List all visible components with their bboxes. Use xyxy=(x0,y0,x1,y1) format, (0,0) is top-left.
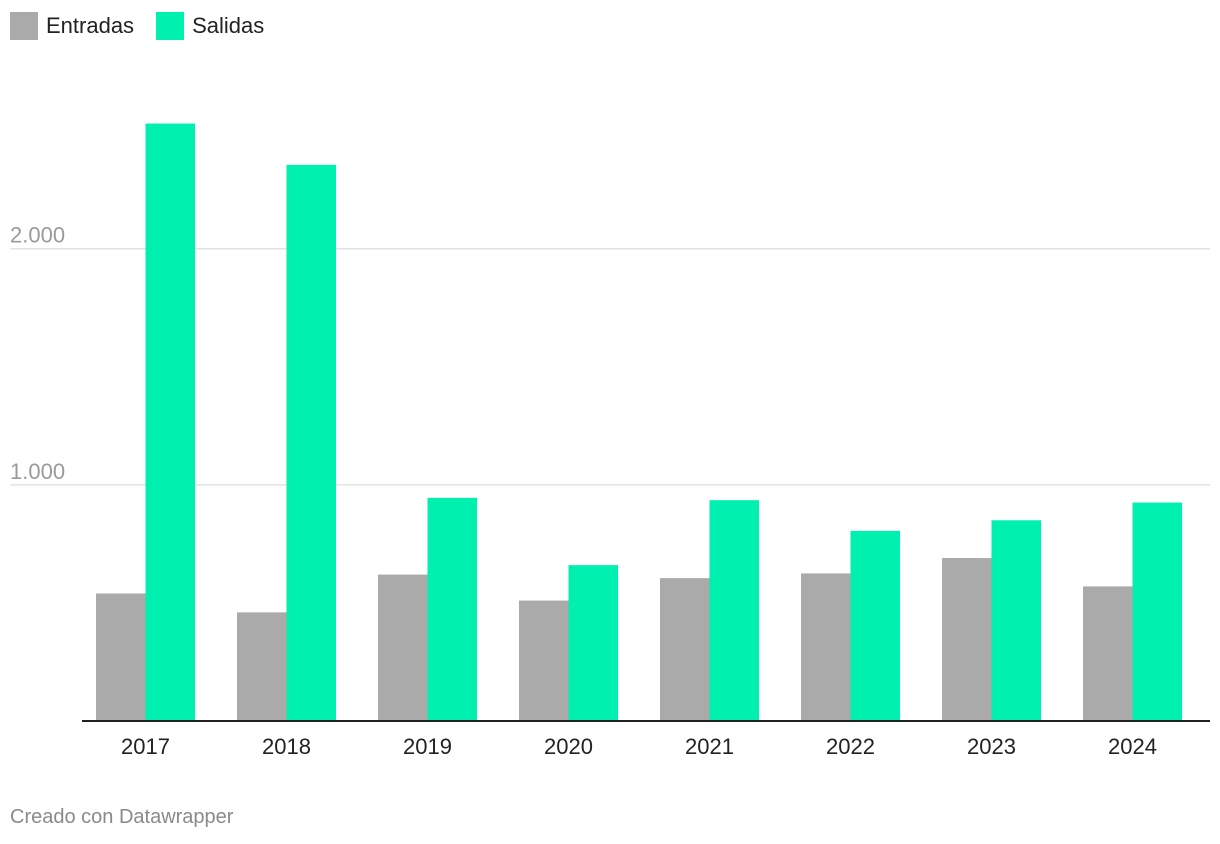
x-tick-label: 2020 xyxy=(544,734,593,759)
footer-credit: Creado con Datawrapper xyxy=(10,806,234,828)
bar-salidas-2022 xyxy=(850,530,900,721)
legend-label-entradas: Entradas xyxy=(46,13,135,38)
bar-salidas-2019 xyxy=(427,497,477,721)
x-tick-label: 2024 xyxy=(1108,734,1157,759)
bar-entradas-2022 xyxy=(801,573,851,721)
bar-salidas-2021 xyxy=(709,500,759,721)
x-tick-label: 2023 xyxy=(967,734,1016,759)
legend-swatch-salidas xyxy=(156,12,185,40)
bar-entradas-2023 xyxy=(942,558,992,721)
x-tick-label: 2022 xyxy=(826,734,875,759)
bar-salidas-2024 xyxy=(1132,502,1182,721)
x-tick-label: 2019 xyxy=(403,734,452,759)
legend-item-salidas: Salidas xyxy=(156,12,264,40)
bar-entradas-2019 xyxy=(378,574,428,721)
bar-salidas-2020 xyxy=(568,565,618,721)
x-tick-label: 2017 xyxy=(121,734,170,759)
bar-salidas-2017 xyxy=(145,123,195,721)
y-tick-label: 1.000 xyxy=(10,459,65,484)
bar-entradas-2018 xyxy=(237,612,287,721)
bar-salidas-2018 xyxy=(286,164,336,721)
y-tick-label: 2.000 xyxy=(10,223,65,248)
bar-entradas-2021 xyxy=(660,578,710,721)
bar-entradas-2017 xyxy=(96,593,146,721)
legend-label-salidas: Salidas xyxy=(192,13,265,38)
bar-entradas-2024 xyxy=(1083,586,1133,721)
legend: Entradas Salidas xyxy=(10,12,264,40)
legend-item-entradas: Entradas xyxy=(10,12,134,40)
bar-entradas-2020 xyxy=(519,600,569,721)
legend-swatch-entradas xyxy=(10,12,38,40)
bar-salidas-2023 xyxy=(991,520,1041,721)
x-tick-label: 2021 xyxy=(685,734,734,759)
x-tick-label: 2018 xyxy=(262,734,311,759)
